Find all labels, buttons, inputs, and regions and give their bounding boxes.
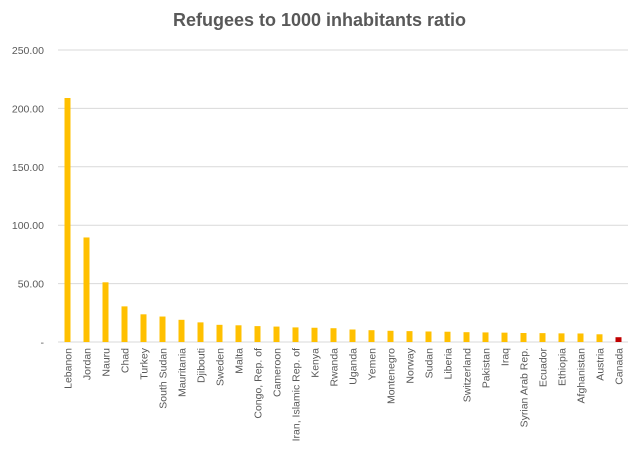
- x-tick-label: Nauru: [101, 348, 113, 377]
- x-tick-label: Pakistan: [481, 348, 493, 388]
- bar-djibouti: [197, 322, 204, 342]
- x-tick-label: Afghanistan: [576, 348, 588, 404]
- bar-congo-rep-of: [254, 326, 261, 342]
- x-tick-label: Austria: [595, 348, 607, 381]
- bar-montenegro: [387, 330, 394, 342]
- bar-cameroon: [273, 326, 280, 342]
- bar-kenya: [311, 327, 318, 342]
- bar-pakistan: [482, 332, 489, 342]
- bar-turkey: [140, 314, 147, 342]
- bar-ecuador: [539, 333, 546, 342]
- x-tick-label: Kenya: [310, 348, 322, 378]
- x-tick-label: Switzerland: [462, 348, 474, 402]
- x-tick-label: Ecuador: [538, 347, 550, 387]
- x-tick-label: Lebanon: [63, 348, 75, 389]
- y-tick-label: 50.00: [18, 279, 44, 291]
- y-tick-label: 200.00: [12, 103, 44, 115]
- x-tick-label: Jordan: [82, 348, 94, 380]
- y-tick-label: 250.00: [12, 45, 44, 57]
- x-tick-label: Montenegro: [386, 348, 398, 404]
- y-tick-label: -: [41, 337, 45, 349]
- bar-nauru: [102, 282, 109, 342]
- x-tick-label: Syrian Arab Rep.: [519, 348, 531, 427]
- bar-syrian-arab-rep: [520, 333, 527, 342]
- bar-afghanistan: [577, 333, 584, 342]
- bar-iran-islamic-rep-of: [292, 327, 299, 342]
- x-tick-label: Norway: [405, 347, 417, 383]
- bar-rwanda: [330, 328, 337, 342]
- x-tick-label: Turkey: [139, 347, 151, 379]
- bar-austria: [596, 334, 603, 342]
- x-tick-label: Yemen: [367, 348, 379, 380]
- bar-chad: [121, 306, 128, 342]
- y-tick-label: 100.00: [12, 220, 44, 232]
- bar-ethiopia: [558, 333, 565, 342]
- x-tick-label: Ethiopia: [557, 348, 569, 386]
- chart-title: Refugees to 1000 inhabitants ratio: [172, 10, 467, 30]
- x-tick-label: Iraq: [500, 348, 512, 366]
- x-tick-label: Chad: [120, 348, 132, 373]
- x-tick-label: Rwanda: [329, 348, 341, 387]
- bar-iraq: [501, 332, 508, 342]
- bar-jordan: [83, 237, 90, 342]
- x-tick-label: Iran, Islamic Rep. of: [291, 348, 303, 441]
- bar-switzerland: [463, 332, 470, 342]
- bar-norway: [406, 331, 413, 342]
- x-tick-label: Cameroon: [272, 348, 284, 397]
- bar-sudan: [425, 331, 432, 342]
- bar-canada: [615, 337, 622, 342]
- x-tick-label: South Sudan: [158, 348, 170, 409]
- x-tick-label: Sudan: [424, 348, 436, 379]
- bar-liberia: [444, 331, 451, 342]
- x-tick-label: Uganda: [348, 348, 360, 385]
- x-tick-label: Mauritania: [177, 348, 189, 397]
- bar-malta: [235, 325, 242, 342]
- x-tick-label: Djibouti: [196, 348, 208, 383]
- x-tick-label: Congo, Rep. of: [253, 348, 265, 419]
- y-tick-label: 150.00: [12, 162, 44, 174]
- x-tick-label: Liberia: [443, 348, 455, 380]
- x-tick-label: Canada: [614, 348, 626, 385]
- bar-south-sudan: [159, 316, 166, 342]
- bar-yemen: [368, 330, 375, 342]
- bar-uganda: [349, 329, 356, 342]
- bar-sweden: [216, 324, 223, 342]
- bar-lebanon: [64, 98, 71, 343]
- x-tick-label: Sweden: [215, 348, 227, 386]
- bar-mauritania: [178, 319, 185, 342]
- x-tick-label: Malta: [234, 348, 246, 374]
